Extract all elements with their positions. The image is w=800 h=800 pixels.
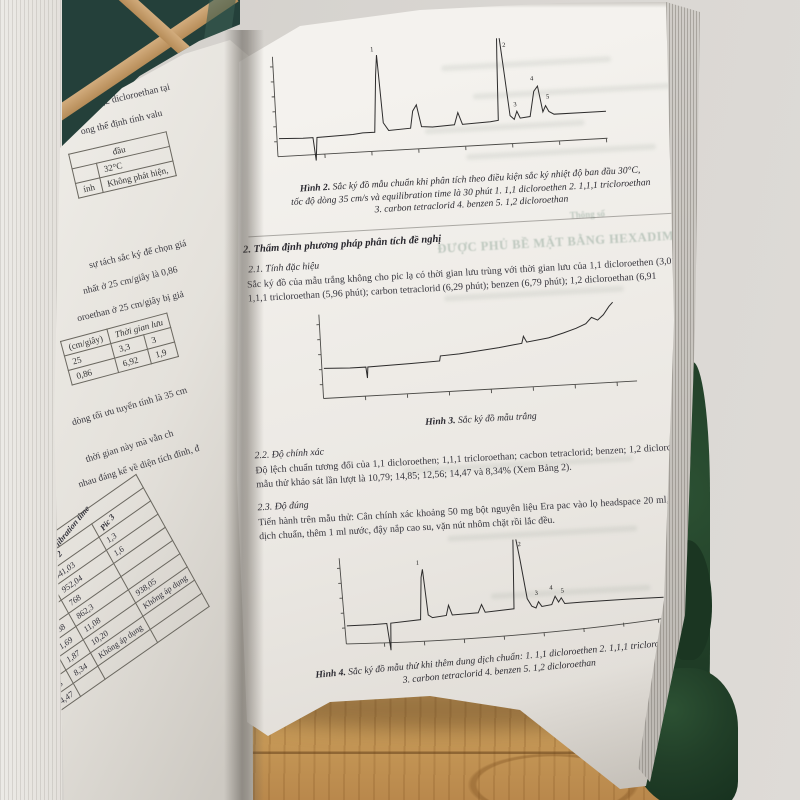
peak-label: 4 <box>549 584 553 592</box>
chromatogram-plot <box>336 533 666 651</box>
subsection-accuracy: 2.3. Độ đúng <box>257 499 309 514</box>
figure2-caption-label: Hình 2. <box>299 181 331 195</box>
figure-chromatogram-spiked: 1 2 3 4 5 <box>327 527 670 663</box>
peak-label: 5 <box>560 587 565 595</box>
book-gutter-shadow <box>224 30 264 800</box>
peak-label: 1 <box>369 46 374 54</box>
chromatogram-plot <box>316 301 638 401</box>
showthrough-text: ĐƯỢC PHỦ BỀ MẶT BẰNG HEXADIMETH <box>436 227 703 256</box>
left-page-stack-edge <box>0 0 62 800</box>
chromatogram-plot <box>269 32 608 161</box>
left-text-fragment: nhất ở 25 cm/giây là 0,86 <box>82 265 179 297</box>
left-page: ạ phân giải giữa đ và 1,2 dicloroethan t… <box>54 40 253 800</box>
peak-label: 3 <box>534 589 539 597</box>
figure3-caption-label: Hình 3. <box>424 415 456 428</box>
peak-label: 4 <box>529 75 534 83</box>
section-heading: 2. Thẩm định phương pháp phân tích đề ng… <box>242 233 442 256</box>
figure-chromatogram-blank <box>307 293 642 415</box>
subsection-precision: 2.2. Độ chính xác <box>254 446 325 462</box>
peak-label: 2 <box>517 540 522 549</box>
figure-chromatogram-standard: 1 2 3 4 5 <box>258 32 614 173</box>
right-page-content: Thông số ĐƯỢC PHỦ BỀ MẶT BẰNG HEXADIMETH… <box>237 2 703 789</box>
peak-label: 5 <box>545 93 550 101</box>
left-text-fragment: dòng tối ưu tuyến tính là 35 cm <box>70 385 189 429</box>
left-table-initial-temp: đầu 32°C ính Không phát hiện, <box>68 131 177 199</box>
figure4-caption-label: Hình 4. <box>315 667 347 681</box>
peak-label: 3 <box>513 101 517 109</box>
peak-label: 2 <box>501 41 506 49</box>
figure3-caption-text: Sắc ký đồ mẫu trắng <box>457 410 538 427</box>
peak-label: 1 <box>415 559 420 567</box>
